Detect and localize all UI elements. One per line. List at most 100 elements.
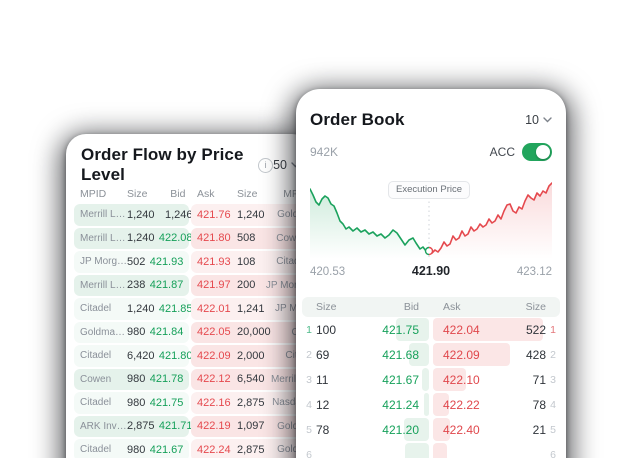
order-flow-row[interactable]: Merrill L… 1,240 422.08 421.80 508 Cowen [74, 227, 307, 249]
order-book-panel: Order Book 10 942K ACC Execution Price 4… [296, 89, 566, 458]
rank-left: 4 [306, 398, 312, 411]
size-right: 20,000 [237, 326, 271, 339]
bid-size: 11 [316, 372, 329, 387]
bid-price: 421.78 [149, 373, 184, 386]
bid-price: 421.80 [158, 349, 193, 362]
rank-right: 2 [550, 348, 556, 361]
size-right: 2,875 [237, 396, 265, 409]
bid-size: 12 [316, 397, 330, 412]
ask-price: 421.80 [197, 232, 231, 245]
bid-side-cell: Citadel 980 421.75 [74, 392, 189, 414]
size-right: 6,540 [237, 373, 265, 386]
ask-price: 422.22 [443, 397, 480, 412]
bid-price: 422.08 [158, 232, 193, 245]
order-flow-row[interactable]: Citadel 980 421.75 422.16 2,875 Nasdaq… [74, 392, 317, 414]
ask-size: 428 [525, 347, 546, 362]
axis-low-price: 420.53 [310, 266, 346, 278]
ask-price: 422.19 [197, 420, 231, 433]
order-flow-row[interactable]: Merrill L… 238 421.87 421.97 200 JP Mor… [74, 274, 307, 296]
rows-per-page-value: 50 [273, 158, 287, 172]
size-left: 238 [127, 279, 146, 292]
bid-price: 421.20 [382, 422, 419, 437]
bid-depth-bar [396, 318, 429, 341]
ask-price: 422.16 [197, 396, 231, 409]
size-right: 200 [237, 279, 256, 292]
size-right: 1,097 [237, 420, 265, 433]
ask-price: 422.12 [197, 373, 231, 386]
bid-depth-bar [409, 343, 429, 366]
bid-size: 69 [316, 347, 330, 362]
bid-side-cell: Citadel 980 421.67 [74, 439, 189, 458]
bid-side-cell: Citadel 1,240 421.85 [74, 298, 193, 320]
ask-side-cell: 422.242,875Goldm… [191, 439, 317, 458]
chevron-down-icon [543, 117, 552, 123]
order-flow-row[interactable]: ARK Inv…2,875421.71422.191,097Goldm… [74, 415, 317, 437]
ask-side-cell: 421.93 108 Citadel [191, 251, 307, 273]
order-book-row[interactable]: 3 11 421.67 422.10 71 3 [302, 367, 560, 392]
col-bid: Bid [170, 188, 186, 200]
order-book-rows: 1 100 421.75 422.04 522 1 2 69 421.68 422.09 428 2 3… [302, 317, 560, 458]
size-left: 502 [127, 255, 146, 268]
col-ask: Ask [443, 301, 461, 313]
order-flow-row[interactable]: Citadel980421.67422.242,875Goldm… [74, 439, 317, 458]
bid-depth-bar [405, 443, 429, 458]
order-book-row[interactable]: 4 12 421.24 422.22 78 4 [302, 392, 560, 417]
size-left: 6,420 [127, 349, 155, 362]
bid-price: 421.93 [149, 255, 184, 268]
ask-price: 422.09 [197, 349, 231, 362]
order-book-row[interactable]: 5 78 421.20 422.40 21 5 [302, 417, 560, 442]
mpid-right: Merrill L… [270, 373, 317, 385]
order-book-depth-dropdown[interactable]: 10 [525, 113, 552, 127]
ask-price: 422.40 [443, 422, 480, 437]
order-book-row[interactable]: 2 69 421.68 422.09 428 2 [302, 342, 560, 367]
size-right: 508 [237, 232, 256, 245]
depth-value: 10 [525, 113, 539, 127]
bid-price: 421.87 [149, 279, 184, 292]
ask-price: 421.76 [197, 208, 231, 221]
order-flow-row[interactable]: Merrill L…1,2401,246421.761,240Goldm… [74, 204, 317, 226]
rank-right: 6 [550, 448, 556, 458]
order-book-row[interactable]: 1 100 421.75 422.04 522 1 [302, 317, 560, 342]
size-left: 980 [127, 326, 146, 339]
bid-side-cell: JP Morg… 502 421.93 [74, 251, 189, 273]
bid-depth-bar [404, 418, 429, 441]
size-left: 980 [127, 396, 146, 409]
ask-side-cell: 422.16 2,875 Nasdaq… [191, 392, 317, 414]
ask-side-cell: 421.80 508 Cowen [191, 227, 307, 249]
size-left: 1,240 [127, 208, 155, 221]
order-book-title: Order Book [310, 110, 405, 129]
axis-execution-price: 421.90 [411, 264, 451, 278]
ask-depth-bar [433, 343, 510, 366]
toggle-knob [536, 145, 550, 159]
rank-left: 5 [306, 423, 312, 436]
bid-side-cell: Merrill L… 1,240 422.08 [74, 227, 193, 249]
order-book-subheader: 942K ACC [310, 143, 552, 161]
mpid-left: JP Morg… [80, 256, 127, 268]
order-flow-row[interactable]: Cowen 980 421.78 422.12 6,540 Merrill L… [74, 368, 317, 390]
mpid-left: Cowen [80, 373, 112, 385]
size-right: 108 [237, 255, 256, 268]
mpid-left: Merrill L… [80, 209, 126, 221]
mpid-left: Merrill L… [80, 232, 126, 244]
order-flow-row[interactable]: JP Morg… 502 421.93 421.93 108 Citadel [74, 251, 307, 273]
volume-label: 942K [310, 145, 339, 159]
rank-right: 4 [550, 398, 556, 411]
ask-price: 422.04 [443, 322, 480, 337]
rank-left: 2 [306, 348, 312, 361]
depth-chart-svg [310, 182, 552, 259]
mpid-right: Nasdaq… [272, 397, 317, 409]
ask-size: 71 [532, 372, 546, 387]
bid-price: 421.75 [149, 396, 184, 409]
col-size-ask: Size [525, 301, 546, 313]
size-right: 1,241 [237, 302, 265, 315]
info-icon[interactable]: i [258, 157, 274, 173]
order-flow-rows: Merrill L…1,2401,246421.761,240Goldm…Mer… [74, 204, 323, 458]
bid-price: 421.67 [149, 443, 184, 456]
acc-toggle[interactable] [522, 143, 552, 161]
rank-right: 1 [550, 323, 556, 336]
